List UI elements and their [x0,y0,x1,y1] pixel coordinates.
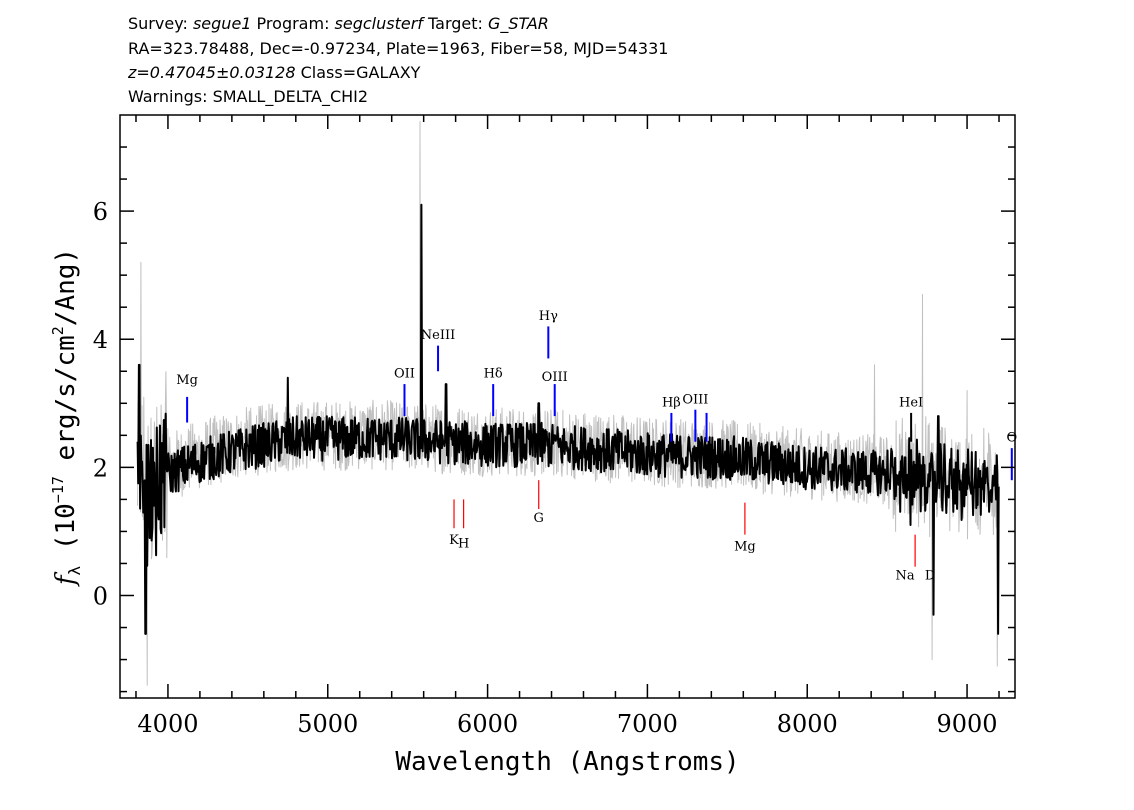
redshift-value: z=0.47045±0.03128 [127,63,296,82]
emission-line-label: OIII [542,370,568,385]
y-tick-label: 0 [93,582,108,610]
x-axis-title: Wavelength (Angstroms) [395,747,739,777]
target-value: G_STAR [488,14,549,34]
survey-label: Survey: [128,14,193,33]
raw-flux-line [137,120,1000,686]
emission-line-label: O [1006,431,1017,446]
y-axis-exponent: −17 [49,476,67,503]
y-axis-main: (10 [51,503,81,566]
class-value: Class=GALAXY [296,63,421,82]
x-tick-label: 4000 [137,710,198,738]
tick-labels-layer: 4000 5000 6000 7000 8000 9000 0 2 4 6 [93,198,998,738]
absorption-line-label: Na [896,568,915,583]
smoothed-flux-line [136,203,1000,635]
header-line-2: RA=323.78488, Dec=-0.97234, Plate=1963, … [128,39,668,58]
emission-line-label: OII [394,367,415,382]
x-tick-label: 9000 [937,710,998,738]
emission-line-label: Mg [176,373,198,388]
x-tick-label: 5000 [297,710,358,738]
absorption-line-label: H [458,536,469,551]
emission-line-label: Hβ [662,396,681,411]
series-layer [136,120,1000,686]
emission-line-label: Hδ [484,367,503,382]
y-axis-exponent-2: 2 [49,326,67,335]
absorption-line-label: D [925,568,935,583]
x-tick-label: 7000 [617,710,678,738]
x-tick-label: 8000 [777,710,838,738]
emission-line-label: OIII [682,392,708,407]
survey-value: segue1 [193,14,252,33]
y-axis-units: erg/s/cm [51,335,81,476]
y-axis-subscript: λ [65,565,84,575]
target-label: Target: [423,14,488,33]
y-tick-label: 4 [93,326,108,354]
header-line-4: Warnings: SMALL_DELTA_CHI2 [128,87,368,107]
plot-frame [119,114,1016,699]
y-tick-label: 6 [93,198,108,226]
header-line-3: z=0.47045±0.03128 Class=GALAXY [127,63,421,82]
x-tick-label: 6000 [457,710,518,738]
header-line-1: Survey: segue1 Program: segclusterf Targ… [128,14,549,34]
emission-line-label: NeIII [421,328,455,343]
ticks-layer [120,115,1015,698]
y-axis-title: fλ (10−17 erg/s/cm2/Ang) [49,248,84,587]
y-axis-tail: /Ang) [51,248,81,326]
program-value: segclusterf [335,14,426,33]
absorption-line-label: K [449,533,459,548]
absorption-line-label: G [534,511,544,526]
emission-line-label: Hγ [539,309,558,324]
emission-line-label: HeI [899,396,923,411]
y-tick-label: 2 [93,454,108,482]
absorption-line-label: Mg [734,540,756,555]
program-label: Program: [251,14,334,33]
